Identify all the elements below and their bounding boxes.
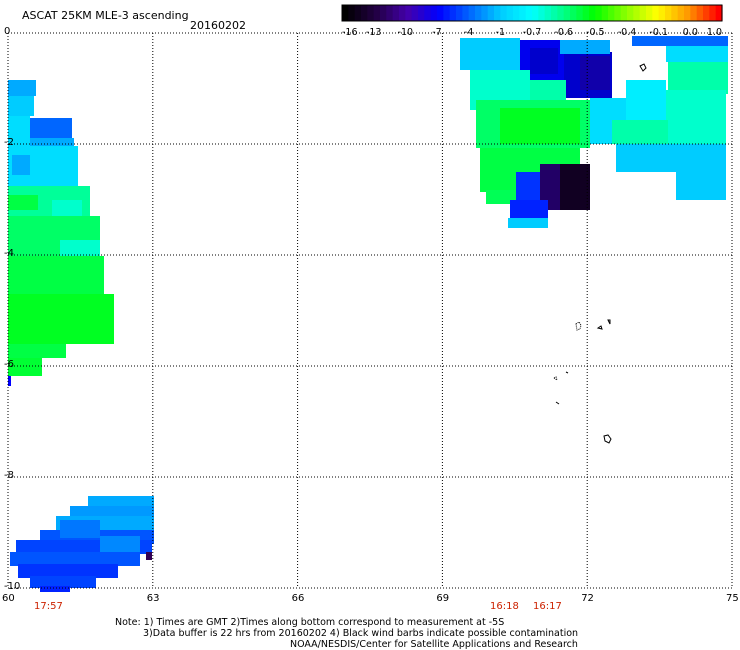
- color-bar-segment: [589, 5, 596, 21]
- note-line-3: NOAA/NESDIS/Center for Satellite Applica…: [290, 639, 578, 650]
- color-bar-segment: [342, 5, 349, 21]
- color-bar-segment: [354, 5, 362, 21]
- color-bar-label: 1.0: [707, 27, 722, 38]
- color-bar-label: -4: [464, 27, 473, 38]
- color-bar-segment: [563, 5, 571, 21]
- color-bar-segment: [601, 5, 609, 21]
- color-bar-segment: [557, 5, 565, 21]
- color-bar-segment: [652, 5, 660, 21]
- color-bar-segment: [525, 5, 533, 21]
- swath-southwest: [10, 496, 154, 592]
- note-line-1: Note: 1) Times are GMT 2)Times along bot…: [115, 617, 505, 628]
- color-bar-segment: [519, 5, 527, 21]
- color-bar-segment: [456, 5, 463, 21]
- color-bar-label: 0.0: [683, 27, 698, 38]
- color-bar-segment: [633, 5, 641, 21]
- color-bar-label: -10: [398, 27, 414, 38]
- color-bar-label: -13: [366, 27, 382, 38]
- color-bar-segment: [677, 5, 685, 21]
- color-bar-segment: [487, 5, 495, 21]
- color-bar-segment: [576, 5, 584, 21]
- color-bar-segment: [532, 5, 539, 21]
- color-bar-segment: [500, 5, 508, 21]
- color-bar-segment: [386, 5, 394, 21]
- color-bar-segment: [627, 5, 634, 21]
- color-bar-segment: [570, 5, 577, 21]
- color-bar-segment: [671, 5, 679, 21]
- color-bar-segment: [665, 5, 672, 21]
- color-bar-label: -0.1: [649, 27, 668, 38]
- swath-northeast: [460, 36, 728, 228]
- color-bar-segment: [608, 5, 615, 21]
- longitude-tick-label: 72: [581, 593, 594, 604]
- latitude-tick-label: -2: [4, 137, 14, 148]
- color-bar-segment: [361, 5, 368, 21]
- color-bar-segment: [481, 5, 489, 21]
- longitude-tick-label: 63: [146, 593, 160, 604]
- time-label-right-2: 16:17: [533, 601, 562, 612]
- color-bar-segment: [430, 5, 438, 21]
- color-bar-label: -0.7: [523, 27, 542, 38]
- product-date: 20160202: [190, 19, 246, 32]
- color-bar-segment: [418, 5, 425, 21]
- time-label-right-1: 16:18: [490, 601, 519, 612]
- color-bar-segment: [544, 5, 552, 21]
- color-bar-border: [341, 4, 723, 22]
- color-bar-segment: [392, 5, 400, 21]
- color-bar-segment: [367, 5, 375, 21]
- latitude-tick-label: -8: [4, 470, 14, 481]
- color-bar-segment: [703, 5, 710, 21]
- color-bar-segment: [373, 5, 381, 21]
- longitude-tick-label: 69: [436, 593, 450, 604]
- island-outlines: [553, 63, 647, 444]
- color-bar-segment: [582, 5, 590, 21]
- color-bar-label: -0.5: [586, 27, 605, 38]
- color-bar-segment: [646, 5, 653, 21]
- color-bar-segment: [462, 5, 470, 21]
- color-bar-segment: [399, 5, 406, 21]
- latitude-tick-label: -4: [4, 248, 14, 259]
- color-bar-segment: [494, 5, 501, 21]
- color-bar-segment: [468, 5, 476, 21]
- longitude-tick-label: 66: [291, 593, 305, 604]
- color-bar-segment: [348, 5, 356, 21]
- swath-west: [8, 80, 114, 386]
- color-bar-segment: [449, 5, 457, 21]
- color-bar-segment: [709, 5, 717, 21]
- color-bar-segment: [405, 5, 413, 21]
- product-title: ASCAT 25KM MLE-3 ascending: [22, 9, 189, 22]
- longitude-tick-label: 60: [2, 593, 15, 604]
- time-label-left: 17:57: [34, 601, 63, 612]
- color-bar-segment: [690, 5, 698, 21]
- color-bar-segment: [696, 5, 704, 21]
- color-bar-segment: [538, 5, 546, 21]
- color-bar-label: -16: [342, 27, 358, 38]
- latitude-tick-label: 0: [4, 26, 11, 37]
- longitude-tick-label: 75: [726, 593, 739, 604]
- color-bar-segment: [437, 5, 444, 21]
- color-bar-segment: [620, 5, 628, 21]
- color-bar-segment: [513, 5, 520, 21]
- color-bar-segment: [475, 5, 482, 21]
- color-bar-segment: [424, 5, 432, 21]
- lat-lon-grid: [7, 32, 733, 589]
- note-line-2: 3)Data buffer is 22 hrs from 20160202 4)…: [143, 628, 579, 639]
- color-bar-segment: [380, 5, 387, 21]
- color-bar-segment: [506, 5, 514, 21]
- color-bar-segment: [551, 5, 558, 21]
- color-bar-segment: [443, 5, 451, 21]
- color-bar-segment: [684, 5, 691, 21]
- color-bar-segment: [411, 5, 419, 21]
- color-bar-segment: [614, 5, 622, 21]
- color-bar-segment: [595, 5, 603, 21]
- color-bar-segment: [658, 5, 666, 21]
- color-bar-segment: [715, 5, 723, 21]
- color-bar-segment: [639, 5, 647, 21]
- latitude-tick-label: -6: [4, 359, 14, 370]
- latitude-tick-label: -10: [4, 581, 21, 592]
